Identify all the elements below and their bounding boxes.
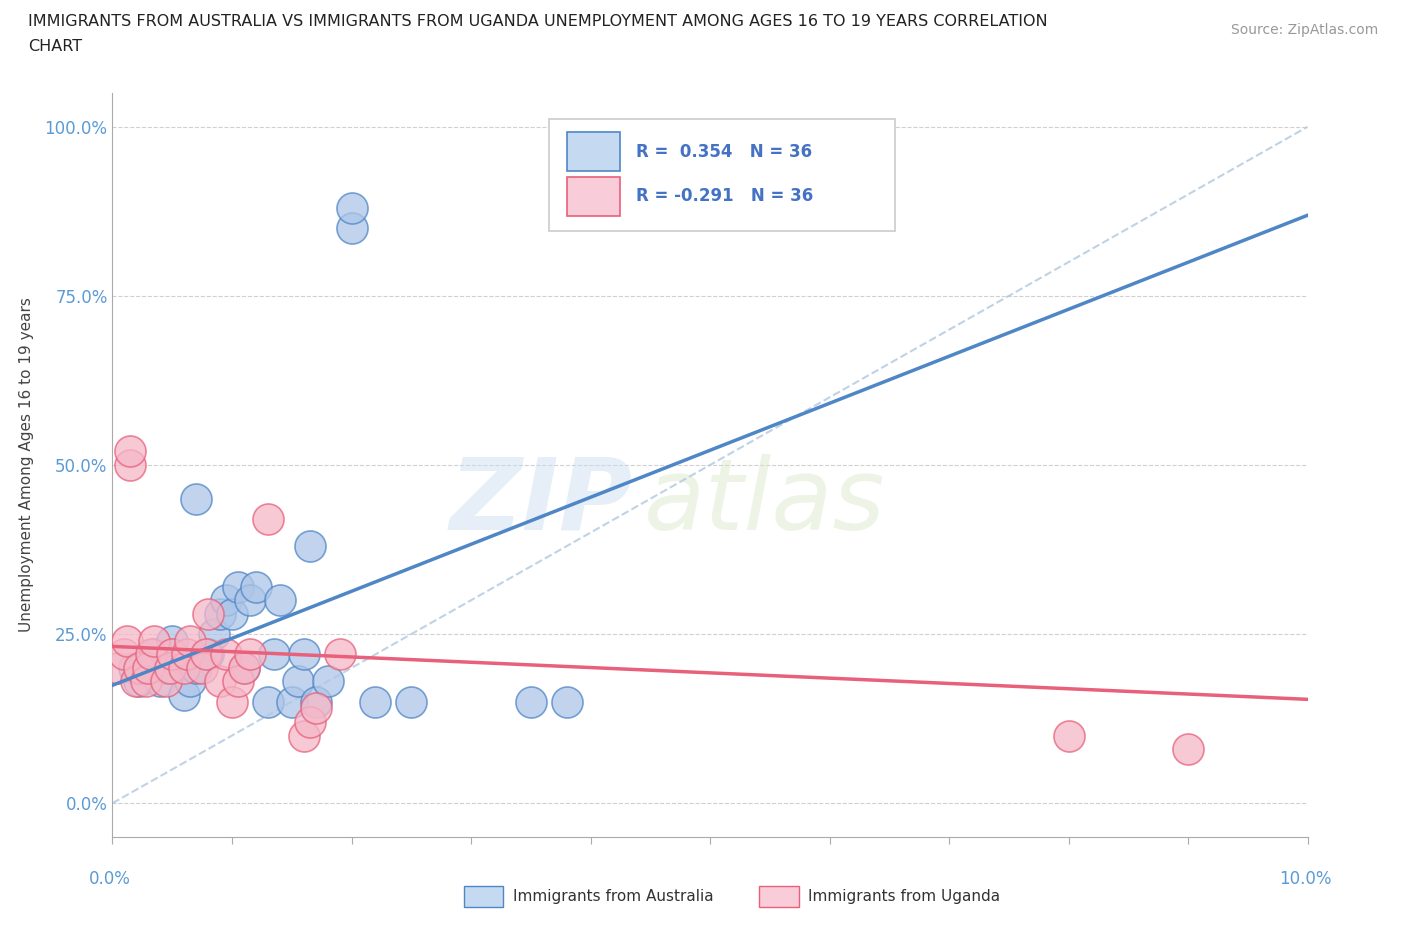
Text: atlas: atlas bbox=[644, 454, 886, 551]
Point bbox=[120, 458, 142, 472]
Point bbox=[162, 647, 183, 662]
Point bbox=[298, 538, 321, 553]
Text: CHART: CHART bbox=[28, 39, 82, 54]
Point bbox=[233, 660, 256, 675]
Point bbox=[221, 695, 243, 710]
Point bbox=[305, 695, 328, 710]
Point bbox=[245, 579, 267, 594]
Point bbox=[176, 647, 198, 662]
Point bbox=[173, 687, 195, 702]
Point bbox=[239, 592, 262, 607]
Point bbox=[257, 512, 280, 526]
Point bbox=[139, 647, 162, 662]
Point bbox=[173, 660, 195, 675]
Point bbox=[162, 647, 183, 662]
Point bbox=[179, 633, 201, 648]
Point bbox=[209, 606, 232, 621]
Text: R = -0.291   N = 36: R = -0.291 N = 36 bbox=[636, 188, 813, 206]
Point bbox=[520, 695, 543, 710]
Point bbox=[159, 660, 181, 675]
Point bbox=[364, 695, 387, 710]
Point bbox=[221, 606, 243, 621]
Point bbox=[128, 674, 150, 689]
Text: 0.0%: 0.0% bbox=[89, 870, 131, 888]
Point bbox=[281, 695, 304, 710]
Point bbox=[316, 674, 339, 689]
Point bbox=[120, 444, 142, 458]
FancyBboxPatch shape bbox=[548, 119, 896, 231]
Point bbox=[1357, 552, 1379, 567]
Point bbox=[292, 647, 315, 662]
Point bbox=[149, 674, 172, 689]
Text: IMMIGRANTS FROM AUSTRALIA VS IMMIGRANTS FROM UGANDA UNEMPLOYMENT AMONG AGES 16 T: IMMIGRANTS FROM AUSTRALIA VS IMMIGRANTS … bbox=[28, 14, 1047, 29]
Point bbox=[155, 660, 177, 675]
Point bbox=[138, 660, 160, 675]
Point bbox=[305, 701, 328, 716]
Bar bbox=[567, 177, 620, 216]
Point bbox=[215, 647, 238, 662]
Point bbox=[340, 220, 363, 235]
Point bbox=[263, 647, 285, 662]
Point bbox=[114, 647, 135, 662]
Point bbox=[555, 695, 578, 710]
Point bbox=[186, 491, 208, 506]
Point bbox=[287, 674, 309, 689]
Bar bbox=[567, 132, 620, 171]
Point bbox=[401, 695, 423, 710]
Point bbox=[138, 660, 160, 675]
Text: 10.0%: 10.0% bbox=[1279, 870, 1331, 888]
Point bbox=[179, 674, 201, 689]
Point bbox=[128, 660, 150, 675]
Point bbox=[197, 606, 219, 621]
Point bbox=[1057, 728, 1080, 743]
Text: ZIP: ZIP bbox=[450, 454, 633, 551]
Point bbox=[292, 728, 315, 743]
Point bbox=[226, 579, 249, 594]
Point bbox=[155, 674, 177, 689]
Point bbox=[125, 674, 148, 689]
Y-axis label: Unemployment Among Ages 16 to 19 years: Unemployment Among Ages 16 to 19 years bbox=[18, 298, 34, 632]
Point bbox=[162, 633, 183, 648]
Point bbox=[239, 647, 262, 662]
Point bbox=[209, 674, 232, 689]
Text: Source: ZipAtlas.com: Source: ZipAtlas.com bbox=[1230, 23, 1378, 37]
Text: R =  0.354   N = 36: R = 0.354 N = 36 bbox=[636, 143, 813, 161]
Point bbox=[1177, 741, 1199, 756]
Point bbox=[298, 714, 321, 729]
Point bbox=[215, 592, 238, 607]
Point bbox=[194, 647, 217, 662]
Point bbox=[135, 674, 157, 689]
Point bbox=[143, 647, 166, 662]
Point bbox=[143, 633, 166, 648]
Point bbox=[122, 660, 145, 675]
Point bbox=[226, 674, 249, 689]
Point bbox=[233, 660, 256, 675]
Point bbox=[197, 647, 219, 662]
Point bbox=[115, 633, 138, 648]
Point bbox=[107, 660, 129, 675]
Point bbox=[329, 647, 352, 662]
Point bbox=[269, 592, 291, 607]
Point bbox=[257, 695, 280, 710]
Point bbox=[191, 660, 214, 675]
Point bbox=[186, 660, 208, 675]
Point bbox=[340, 201, 363, 216]
Text: Immigrants from Uganda: Immigrants from Uganda bbox=[808, 889, 1001, 904]
Point bbox=[202, 627, 225, 642]
Text: Immigrants from Australia: Immigrants from Australia bbox=[513, 889, 714, 904]
